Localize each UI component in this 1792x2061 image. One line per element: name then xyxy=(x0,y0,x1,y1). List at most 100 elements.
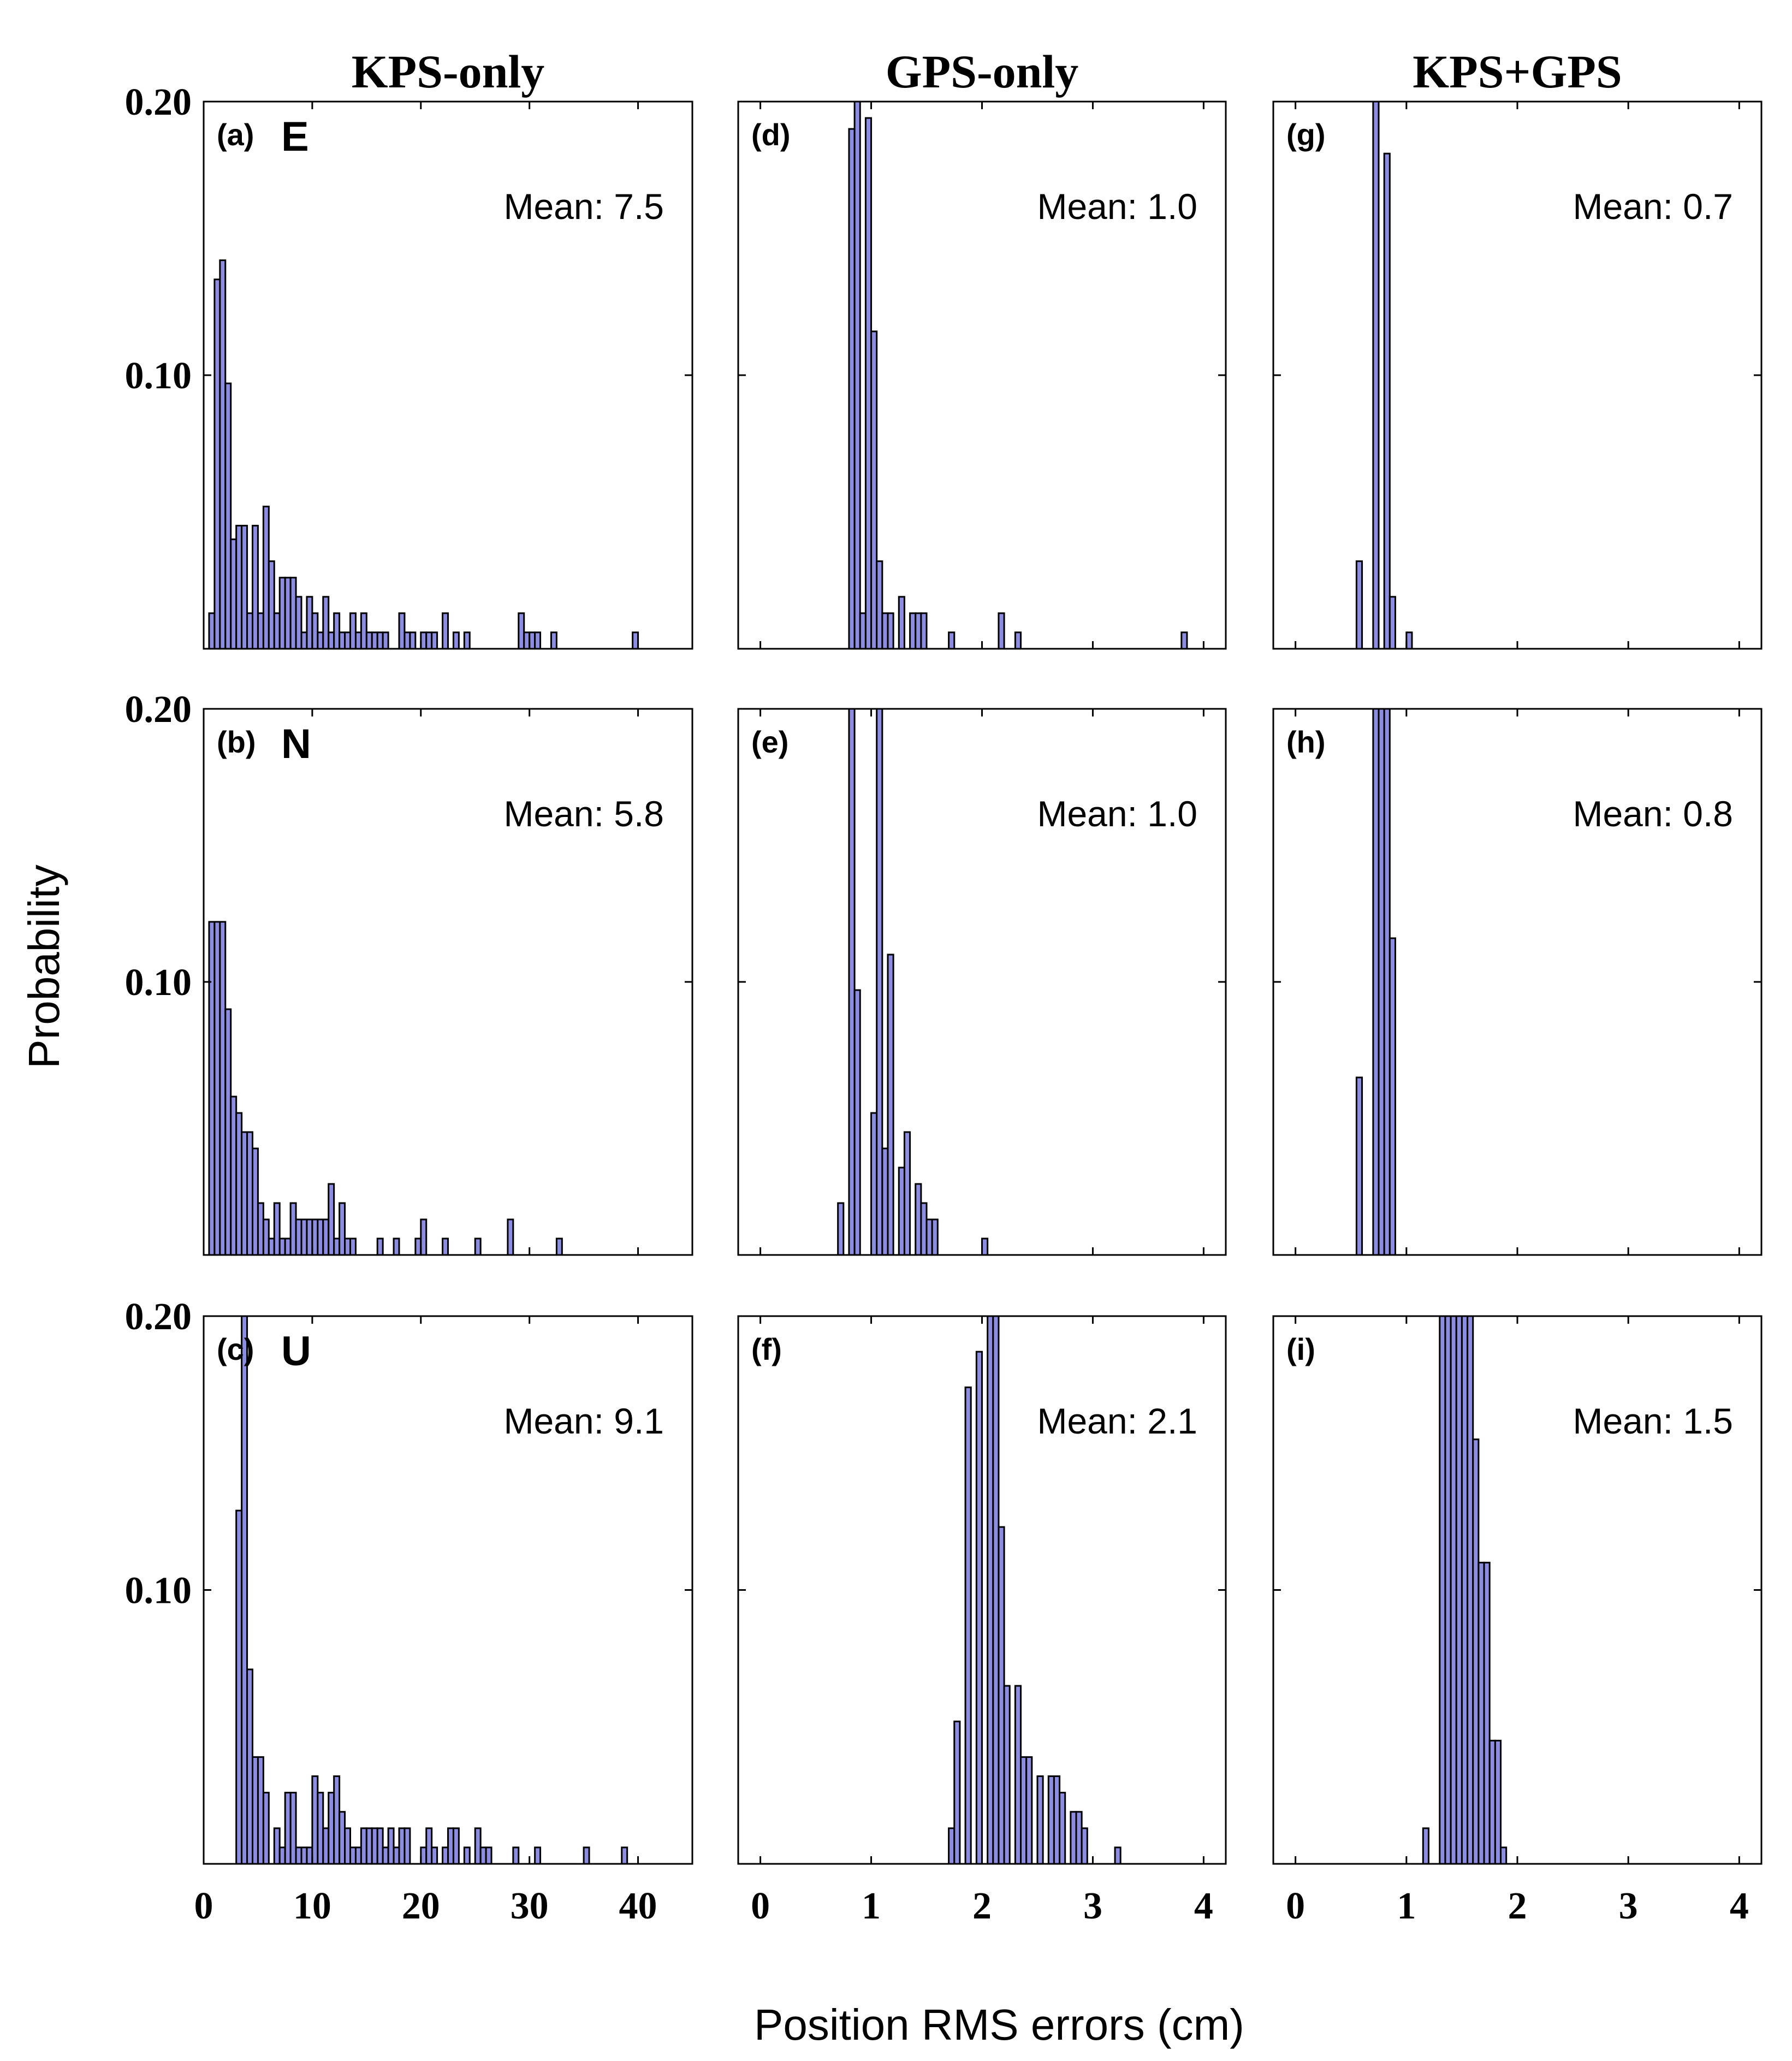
histogram-bar xyxy=(887,953,894,1256)
histogram-bar xyxy=(365,1827,373,1865)
histogram-bar xyxy=(1372,708,1380,1256)
histogram-bar xyxy=(1405,631,1413,650)
histogram-bar xyxy=(409,631,417,650)
histogram-bar xyxy=(339,1202,346,1256)
histogram-bar xyxy=(1383,708,1391,1256)
mean-annotation: Mean: 9.1 xyxy=(503,1401,664,1441)
histogram-bar xyxy=(393,1237,400,1256)
histogram-bar xyxy=(1355,1076,1363,1256)
histogram-bar xyxy=(1378,708,1385,1256)
panel-label: (d) xyxy=(751,117,791,152)
histogram-bar xyxy=(915,1183,922,1256)
histogram-bar xyxy=(876,708,883,1256)
histogram-bar xyxy=(474,1827,482,1865)
histogram-bar xyxy=(474,1237,482,1256)
axes-frame xyxy=(203,100,693,650)
histogram-bar xyxy=(1372,100,1380,650)
component-label: U xyxy=(281,1328,311,1375)
histogram-bar xyxy=(257,1756,264,1865)
histogram-bar xyxy=(848,128,856,650)
histogram-bar xyxy=(219,921,227,1256)
histogram-bar xyxy=(1439,1315,1446,1865)
histogram-bar xyxy=(317,1792,324,1865)
histogram-bar xyxy=(442,612,449,650)
histogram-bar xyxy=(948,1827,956,1865)
axes-frame xyxy=(1272,1315,1763,1865)
histogram-bar xyxy=(268,560,275,650)
histogram-bar xyxy=(887,612,894,650)
histogram-bar xyxy=(376,631,384,650)
histogram-bar xyxy=(1070,1811,1077,1865)
histogram-bar xyxy=(1455,1315,1463,1865)
histogram-bar xyxy=(278,1846,286,1865)
histogram-bar xyxy=(278,1237,286,1256)
x-tick-label: 0 xyxy=(1286,1885,1305,1927)
histogram-bar xyxy=(1472,1438,1480,1865)
x-tick-label: 3 xyxy=(1619,1885,1638,1927)
histogram-bar xyxy=(328,1792,335,1865)
histogram-bar xyxy=(431,631,438,650)
histogram-bar xyxy=(837,1202,845,1256)
histogram-bar xyxy=(1059,1792,1066,1865)
axes-frame xyxy=(737,100,1227,650)
histogram-bar xyxy=(376,1827,384,1865)
histogram-bar xyxy=(354,631,362,650)
histogram-bar xyxy=(328,1183,335,1256)
mean-annotation: Mean: 2.1 xyxy=(1037,1401,1197,1441)
histogram-bar xyxy=(1388,596,1397,650)
histogram-bar xyxy=(881,1147,889,1256)
histogram-bar xyxy=(909,612,917,650)
histogram-bar xyxy=(241,1131,248,1256)
axes-frame xyxy=(203,1315,693,1865)
histogram-bar xyxy=(859,612,867,650)
x-axis-label: Position RMS errors (cm) xyxy=(754,2000,1244,2049)
histogram-bar xyxy=(1444,1315,1452,1865)
histogram-bar xyxy=(463,1846,471,1865)
panel-label: (c) xyxy=(217,1332,254,1366)
histogram-bar xyxy=(925,1218,933,1256)
histogram-bar xyxy=(289,1202,297,1256)
column-title: GPS-only xyxy=(886,45,1079,98)
histogram-bar xyxy=(1053,1775,1061,1865)
histogram-bar xyxy=(1388,937,1397,1256)
histogram-bar xyxy=(898,1166,905,1256)
histogram-bar xyxy=(1014,631,1022,650)
histogram-bar xyxy=(1014,1685,1022,1865)
histogram-bar xyxy=(1450,1315,1457,1865)
histogram-bar xyxy=(507,1218,514,1256)
histogram-bar xyxy=(534,631,542,650)
histogram-bar xyxy=(853,989,861,1256)
mean-annotation: Mean: 5.8 xyxy=(503,793,664,834)
histogram-bar xyxy=(903,1131,911,1256)
histogram-bar xyxy=(208,612,216,650)
histogram-bar xyxy=(431,1846,438,1865)
histogram-bar xyxy=(555,1237,563,1256)
panel-g: KPS+GPS (g) Mean: 0.7 xyxy=(1272,45,1763,650)
histogram-bar xyxy=(881,612,889,650)
histogram-bar xyxy=(339,1811,346,1865)
panel-h: (h) Mean: 0.8 xyxy=(1272,708,1763,1256)
histogram-bar xyxy=(230,1095,238,1256)
histogram-bar xyxy=(404,631,411,650)
histogram-bar xyxy=(512,1846,520,1865)
histogram-bar xyxy=(870,330,878,650)
histogram-bar xyxy=(278,577,286,650)
x-tick-label: 10 xyxy=(293,1885,331,1927)
axes-frame xyxy=(1272,708,1763,1256)
panel-label: (a) xyxy=(217,117,254,152)
x-tick-label: 1 xyxy=(862,1885,881,1927)
panel-d: GPS-only (d) Mean: 1.0 xyxy=(737,45,1227,650)
histogram-bar xyxy=(317,631,324,650)
histogram-bar xyxy=(870,1112,878,1256)
histogram-bar xyxy=(328,631,335,650)
panel-b: 0.10 0.20 (b) N Mean: 5.8 xyxy=(125,689,693,1256)
histogram-bar xyxy=(485,1846,492,1865)
histogram-bar xyxy=(257,612,264,650)
histogram-bar xyxy=(241,1315,248,1865)
histogram-bar xyxy=(998,612,1005,650)
histogram-bar xyxy=(1075,1811,1083,1865)
histogram-bar xyxy=(621,1846,628,1865)
histogram-bar xyxy=(1383,152,1391,650)
histogram-bar xyxy=(898,596,905,650)
